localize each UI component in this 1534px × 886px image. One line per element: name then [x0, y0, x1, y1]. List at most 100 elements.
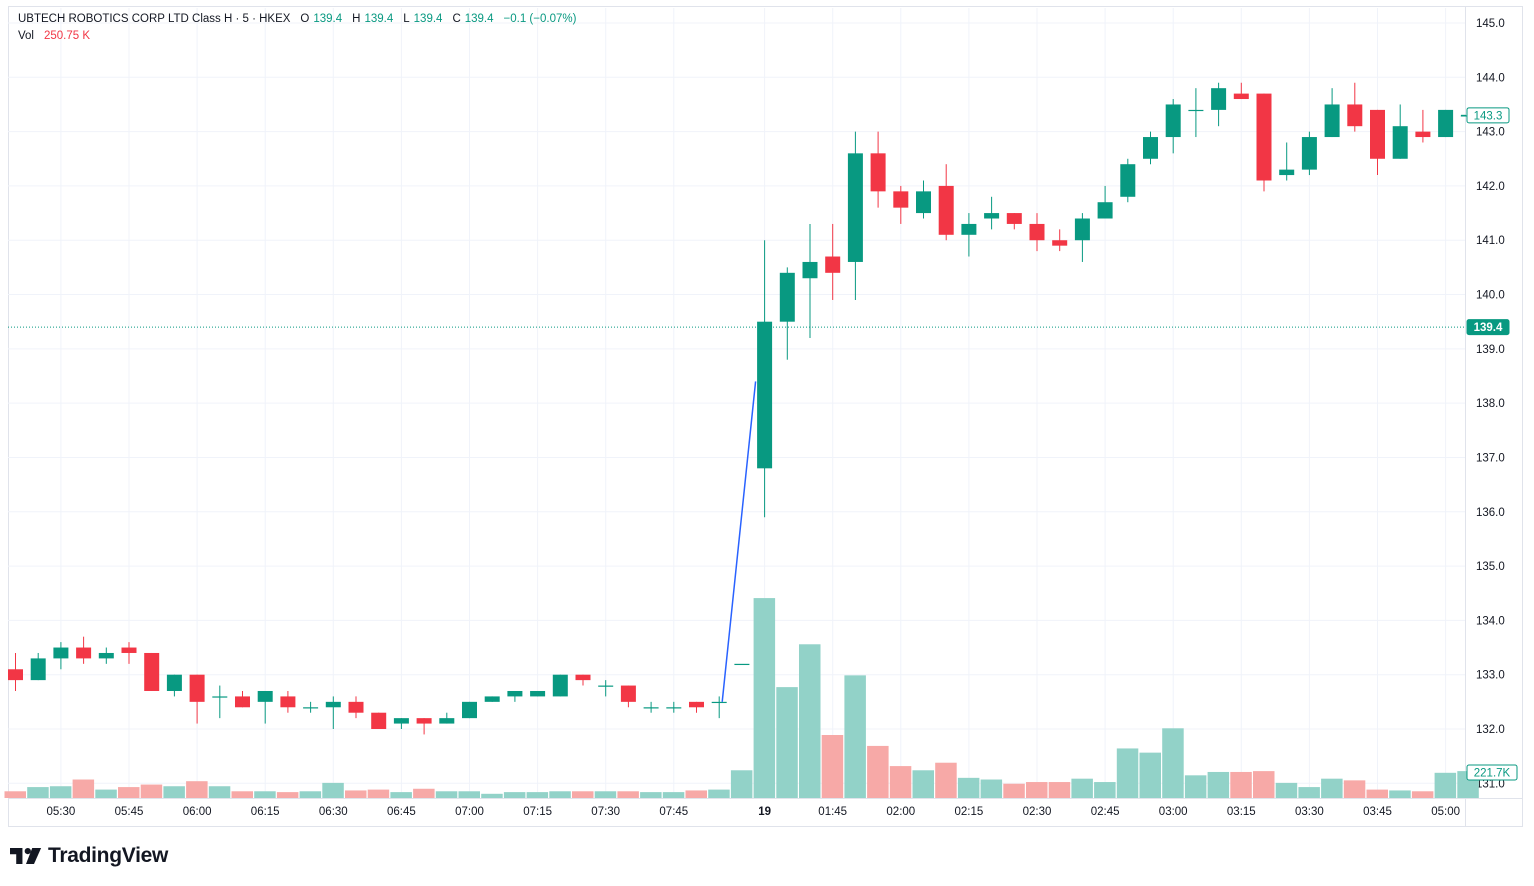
candle-body[interactable] — [76, 647, 92, 659]
candle-body[interactable] — [30, 658, 46, 681]
candle-body[interactable] — [121, 647, 137, 653]
candle-body[interactable] — [938, 185, 954, 235]
candle-body[interactable] — [847, 153, 863, 262]
candle-body[interactable] — [961, 223, 977, 235]
last-price-label: 143.3 — [1474, 110, 1503, 122]
volume-row: Vol 250.75 K — [18, 28, 582, 45]
volume-bar — [935, 762, 957, 798]
candle-body[interactable] — [984, 213, 1000, 219]
candle-body[interactable] — [779, 272, 795, 322]
volume-label[interactable]: Vol — [18, 30, 34, 42]
candle-body[interactable] — [689, 701, 704, 708]
candle-body[interactable] — [1415, 131, 1431, 138]
volume-bar — [1411, 791, 1434, 798]
symbol-title[interactable]: UBTECH ROBOTICS CORP LTD Class H · 5 · H… — [18, 13, 291, 25]
candle-body[interactable] — [734, 663, 750, 666]
candle-body[interactable] — [1074, 218, 1090, 241]
volume-bar — [662, 792, 685, 798]
candle-body[interactable] — [462, 701, 477, 719]
volume-bar — [867, 745, 889, 798]
candle-body[interactable] — [439, 718, 455, 724]
y-tick-label: 135.0 — [1476, 561, 1505, 573]
candle-body[interactable] — [1438, 109, 1454, 138]
candle-body[interactable] — [893, 191, 909, 208]
volume-bar — [276, 792, 299, 798]
candle-body[interactable] — [598, 685, 614, 687]
candle-body[interactable] — [1233, 93, 1249, 100]
candle-body[interactable] — [303, 707, 319, 709]
volume-bar — [367, 789, 390, 798]
candle-body[interactable] — [416, 718, 432, 724]
brand[interactable]: TradingView — [10, 844, 168, 868]
y-tick-label: 134.0 — [1476, 615, 1505, 627]
candle-body[interactable] — [144, 652, 160, 691]
candle-body[interactable] — [98, 652, 114, 659]
volume-bar — [49, 786, 72, 798]
candle-body[interactable] — [166, 674, 182, 691]
candle-body[interactable] — [530, 690, 546, 697]
candle-body[interactable] — [643, 707, 659, 709]
volume-bar — [1321, 778, 1343, 798]
candle-body[interactable] — [825, 256, 841, 273]
candle-body[interactable] — [393, 718, 409, 724]
candle-body[interactable] — [371, 712, 387, 729]
candle-body[interactable] — [1097, 202, 1113, 219]
candle-body[interactable] — [1188, 109, 1204, 112]
candle-body[interactable] — [1143, 137, 1158, 159]
candle-body[interactable] — [1392, 126, 1408, 159]
candle-body[interactable] — [666, 707, 682, 709]
candle-body[interactable] — [1029, 223, 1045, 241]
volume-bar — [1094, 782, 1116, 798]
volume-bar — [1139, 752, 1161, 798]
candle-body[interactable] — [1279, 169, 1295, 176]
candle-body[interactable] — [757, 321, 773, 469]
volume-bar — [572, 791, 594, 798]
candle-body[interactable] — [1347, 104, 1363, 127]
candle-body[interactable] — [348, 701, 364, 713]
candle-body[interactable] — [1370, 109, 1385, 159]
volume-bar — [912, 770, 934, 798]
x-tick-label: 02:30 — [1023, 806, 1052, 818]
candle-body[interactable] — [8, 669, 23, 681]
candle-body[interactable] — [280, 696, 296, 708]
candle-body[interactable] — [1120, 164, 1136, 197]
volume-bar — [1003, 783, 1025, 798]
volume-bar — [1343, 780, 1366, 798]
candle-body[interactable] — [212, 696, 228, 698]
candle-body[interactable] — [711, 701, 727, 704]
y-tick-label: 137.0 — [1476, 452, 1505, 464]
candle-body[interactable] — [552, 674, 568, 697]
candle-body[interactable] — [1324, 104, 1340, 138]
volume-bar — [1230, 771, 1252, 798]
candle-body[interactable] — [575, 674, 591, 681]
price-line-label-bg — [1466, 319, 1510, 336]
candle-body[interactable] — [1211, 88, 1227, 110]
candle-body[interactable] — [1256, 93, 1272, 181]
candle-body[interactable] — [53, 647, 69, 659]
candle-body[interactable] — [620, 685, 636, 702]
x-tick-label: 07:45 — [659, 806, 688, 818]
volume-bar — [844, 675, 866, 798]
candle-body[interactable] — [870, 153, 886, 192]
candle-body[interactable] — [235, 696, 250, 708]
candle-body[interactable] — [916, 191, 931, 214]
price-line-label: 139.4 — [1474, 322, 1503, 334]
volume-bar — [1298, 787, 1320, 798]
candle-body[interactable] — [1006, 213, 1022, 224]
candle-body[interactable] — [1052, 240, 1068, 246]
close-label: C — [452, 13, 461, 25]
volume-bar — [1026, 782, 1048, 798]
candle-body[interactable] — [1301, 137, 1317, 170]
y-tick-label: 140.0 — [1476, 290, 1505, 302]
candle-body[interactable] — [507, 690, 523, 697]
x-tick-label: 07:15 — [523, 806, 552, 818]
volume-bar — [1071, 778, 1093, 798]
candle-body[interactable] — [802, 261, 818, 279]
candle-body[interactable] — [484, 696, 500, 702]
candle-body[interactable] — [1165, 104, 1181, 138]
candle-body[interactable] — [189, 674, 205, 702]
trend-line-annotation[interactable] — [721, 381, 757, 702]
candle-body[interactable] — [325, 701, 341, 708]
candle-body[interactable] — [257, 690, 273, 702]
